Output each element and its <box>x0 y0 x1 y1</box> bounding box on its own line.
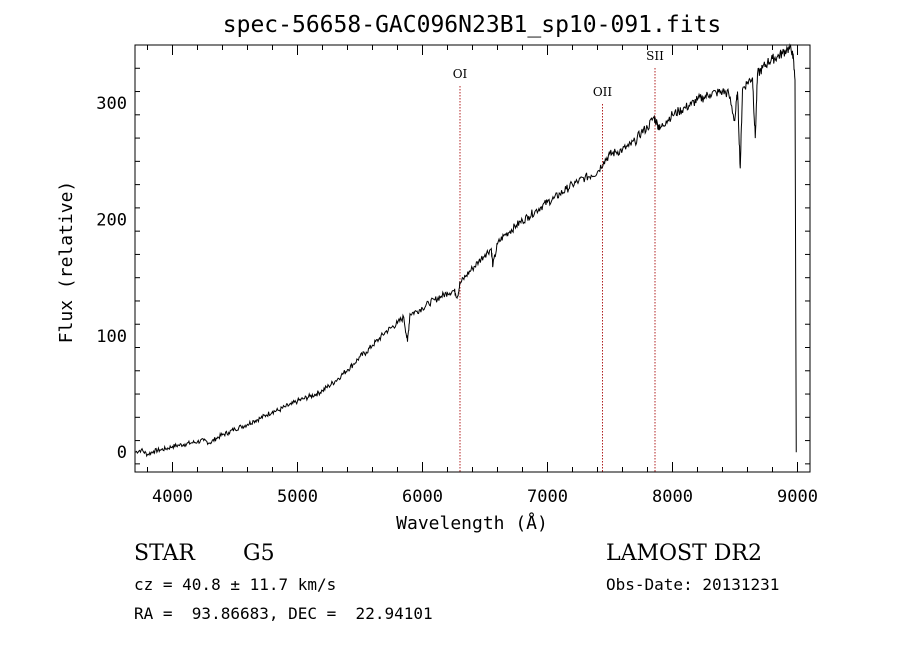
y-tick-label: 100 <box>96 327 127 347</box>
x-tick-label: 4000 <box>152 487 193 507</box>
x-axis-title: Wavelength (Å) <box>396 512 548 534</box>
emission-line-markers: OI OII SII <box>453 49 664 472</box>
line-label-oi: OI <box>453 67 468 81</box>
line-label-oii: OII <box>593 85 613 99</box>
survey-label: LAMOST DR2 <box>606 541 762 566</box>
x-tick-label: 5000 <box>277 487 318 507</box>
plot-frame <box>134 44 811 473</box>
redshift-readout: cz = 40.8 ± 11.7 km/s <box>134 575 337 594</box>
chart-title: spec-56658-GAC096N23B1_sp10-091.fits <box>223 12 722 38</box>
coordinates-readout: RA = 93.86683, DEC = 22.94101 <box>134 604 433 623</box>
object-class: STAR <box>134 541 195 566</box>
object-subclass: G5 <box>243 541 275 566</box>
observation-date: Obs-Date: 20131231 <box>606 575 780 594</box>
y-tick-label: 0 <box>117 443 127 463</box>
x-tick-label: 7000 <box>527 487 568 507</box>
x-tick-label: 9000 <box>777 487 818 507</box>
line-label-sii: SII <box>646 49 664 63</box>
axis-ticks: 4000 5000 6000 7000 8000 9000 0 100 200 300 <box>96 45 818 507</box>
x-tick-label: 8000 <box>652 487 693 507</box>
x-tick-label: 6000 <box>402 487 443 507</box>
y-tick-label: 200 <box>96 211 127 231</box>
spectrum-line <box>134 43 797 458</box>
y-axis-title: Flux (relative) <box>56 181 77 344</box>
y-tick-label: 300 <box>96 94 127 114</box>
